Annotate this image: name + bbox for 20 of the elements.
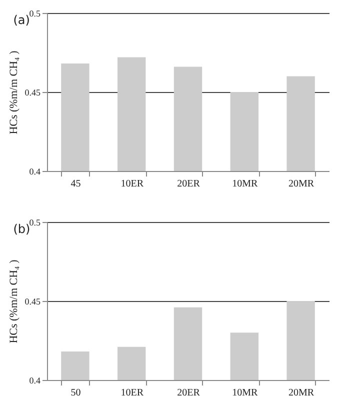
- x-tick-label: 20ER: [177, 388, 200, 398]
- x-tick-label: 10MR: [232, 388, 258, 398]
- y-tick-label: 0.5: [29, 8, 41, 18]
- y-tick-label: 0.45: [24, 296, 41, 306]
- x-tick-label: 20MR: [288, 388, 314, 398]
- y-tick-label: 0.45: [24, 88, 41, 98]
- y-tick-label: 0.5: [29, 218, 41, 228]
- x-tick-label: 20MR: [288, 178, 314, 190]
- chart-title: (b): [13, 222, 30, 236]
- y-axis-title: HCs (%m/m CH₄ ): [8, 259, 20, 344]
- y-tick-label: 0.4: [29, 166, 41, 176]
- x-tick-label: 10MR: [232, 178, 258, 190]
- chart-title: (a): [13, 13, 30, 27]
- x-tick-label: 10ER: [120, 388, 144, 398]
- y-tick-label: 0.4: [29, 376, 41, 386]
- x-tick-label: 45: [70, 178, 81, 190]
- x-tick-label: 20ER: [177, 178, 200, 190]
- x-tick-label: 50: [70, 388, 81, 398]
- x-tick-label: 10ER: [120, 178, 144, 190]
- y-axis-title: HCs (%m/m CH₄ ): [8, 50, 20, 134]
